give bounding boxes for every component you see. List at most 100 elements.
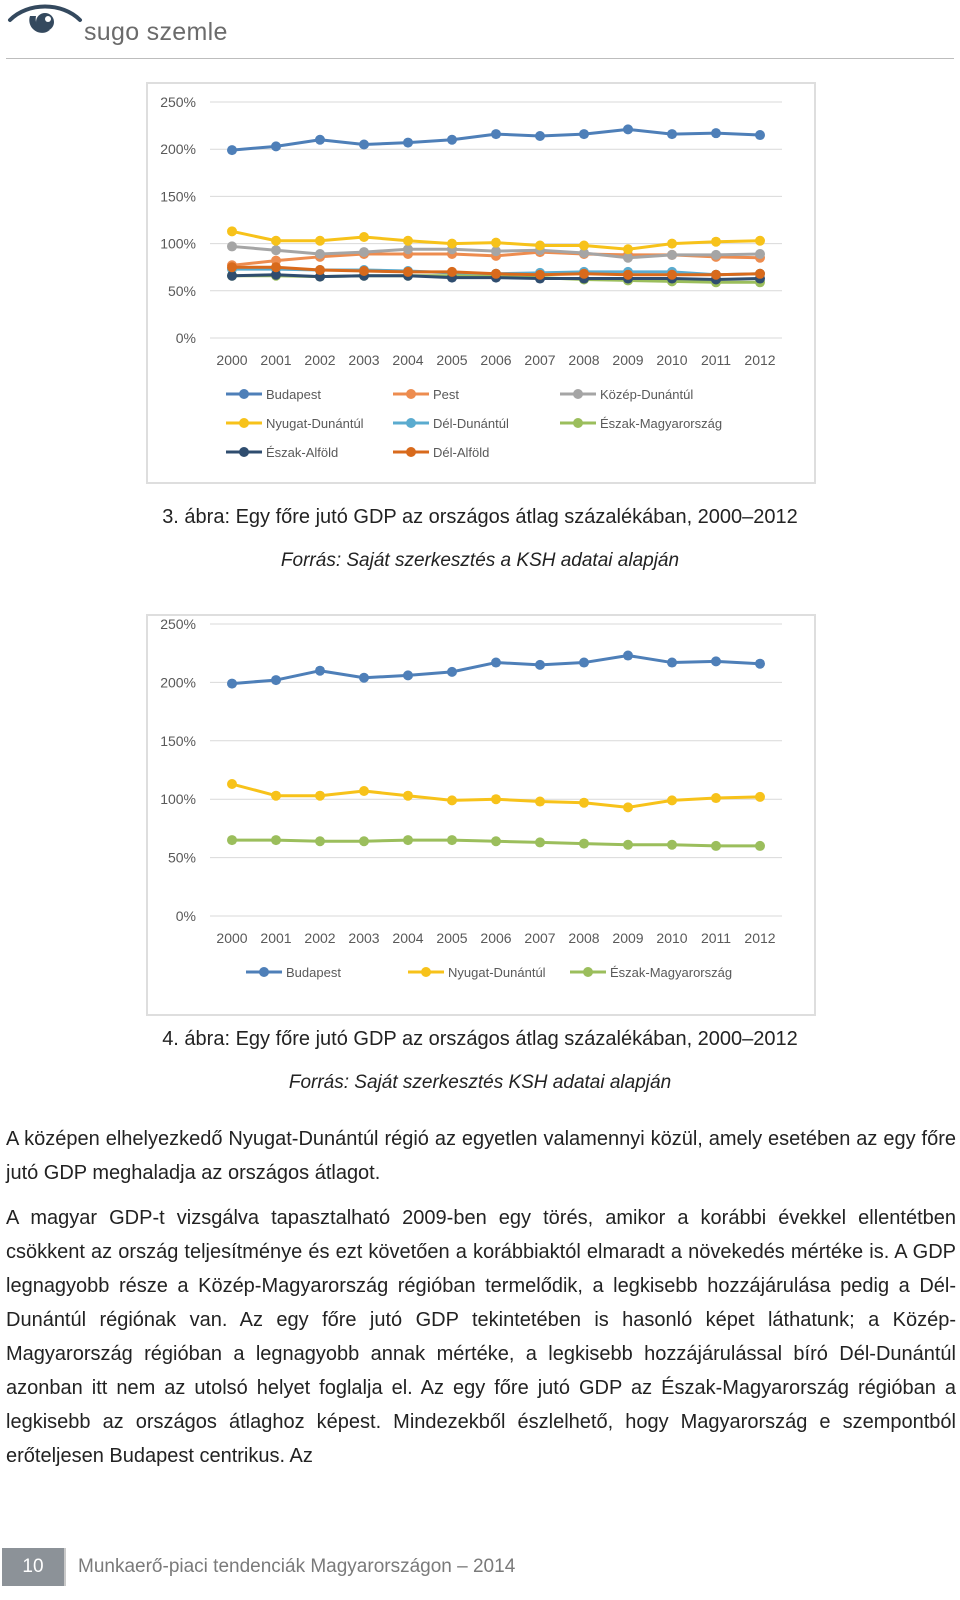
x-tick-label: 2001 <box>260 930 291 946</box>
data-point <box>755 248 765 259</box>
data-point <box>535 130 545 141</box>
legend-label: Észak-Magyarország <box>610 965 732 980</box>
y-tick-label: 150% <box>160 733 196 749</box>
data-point <box>315 235 325 246</box>
data-point <box>579 248 589 259</box>
y-tick-label: 0% <box>176 908 196 924</box>
data-point <box>315 265 325 276</box>
x-tick-label: 2011 <box>701 352 731 368</box>
data-point <box>271 141 281 152</box>
header-divider <box>6 58 954 59</box>
data-point <box>755 235 765 246</box>
x-tick-label: 2002 <box>304 930 335 946</box>
data-point <box>623 269 633 280</box>
eye-logo-icon <box>8 4 82 33</box>
data-point <box>623 124 633 135</box>
footer-title: Munkaerő-piaci tendenciák Magyarországon… <box>78 1556 516 1577</box>
data-point <box>623 839 633 850</box>
x-tick-label: 2004 <box>392 352 423 368</box>
data-point <box>755 130 765 141</box>
data-point <box>227 270 237 281</box>
x-tick-label: 2005 <box>436 930 467 946</box>
data-point <box>579 129 589 140</box>
data-point <box>315 665 325 676</box>
data-point <box>227 226 237 237</box>
data-point <box>711 236 721 247</box>
legend-label: Budapest <box>286 965 341 980</box>
legend-label: Észak-Alföld <box>266 445 338 460</box>
x-tick-label: 2008 <box>568 352 599 368</box>
data-point <box>315 836 325 847</box>
data-point <box>491 237 501 248</box>
data-point <box>667 269 677 280</box>
data-point <box>403 244 413 255</box>
y-tick-label: 250% <box>160 616 196 632</box>
legend-marker <box>239 447 249 457</box>
legend-marker <box>583 967 593 977</box>
data-point <box>711 656 721 667</box>
x-tick-label: 2003 <box>348 930 379 946</box>
data-point <box>623 244 633 255</box>
legend-marker <box>573 389 583 399</box>
data-point <box>403 835 413 846</box>
x-tick-label: 2009 <box>612 930 643 946</box>
data-point <box>403 670 413 681</box>
x-tick-label: 2000 <box>216 930 247 946</box>
x-tick-label: 2008 <box>568 930 599 946</box>
figure-3-chart: 0% 50% 100% 150% 200% 250% 2000 2001 2002 2003 200… <box>146 82 816 484</box>
x-tick-label: 2011 <box>701 930 731 946</box>
x-tick-label: 2001 <box>260 352 291 368</box>
x-tick-label: 2010 <box>656 352 687 368</box>
x-tick-label: 2000 <box>216 352 247 368</box>
y-tick-label: 150% <box>160 188 196 204</box>
body-paragraph-1: A középen elhelyezkedő Nyugat-Dunántúl r… <box>6 1128 956 1184</box>
figure-4-caption: 4. ábra: Egy főre jutó GDP az országos á… <box>162 1028 798 1050</box>
data-point <box>667 249 677 260</box>
data-point <box>359 231 369 242</box>
x-tick-label: 2012 <box>744 930 775 946</box>
legend-marker <box>421 967 431 977</box>
data-point <box>491 794 501 805</box>
y-tick-label: 200% <box>160 674 196 690</box>
data-point <box>711 840 721 851</box>
y-tick-label: 0% <box>176 330 196 346</box>
legend-label: Dél-Alföld <box>433 445 489 460</box>
data-point <box>755 268 765 279</box>
x-tick-label: 2004 <box>392 930 423 946</box>
y-tick-label: 50% <box>168 283 196 299</box>
page-number: 10 <box>2 1548 64 1586</box>
data-point <box>535 659 545 670</box>
legend-label: Dél-Dunántúl <box>433 416 509 431</box>
x-tick-label: 2010 <box>656 930 687 946</box>
data-point <box>711 269 721 280</box>
data-point <box>491 657 501 668</box>
figure-4-source: Forrás: Saját szerkesztés KSH adatai ala… <box>288 1072 672 1093</box>
page-header: sugo szemle <box>0 0 960 60</box>
data-point <box>227 241 237 252</box>
data-point <box>711 249 721 260</box>
x-tick-label: 2012 <box>744 352 775 368</box>
data-point <box>359 672 369 683</box>
data-point <box>755 791 765 802</box>
data-point <box>579 240 589 251</box>
data-point <box>711 128 721 139</box>
legend-marker <box>573 418 583 428</box>
data-point <box>271 675 281 686</box>
legend-label: Pest <box>433 387 459 402</box>
data-point <box>227 779 237 790</box>
y-tick-label: 100% <box>160 791 196 807</box>
data-point <box>491 836 501 847</box>
y-tick-label: 250% <box>160 94 196 110</box>
data-point <box>315 790 325 801</box>
data-point <box>535 837 545 848</box>
data-point <box>491 268 501 279</box>
data-point <box>491 246 501 257</box>
legend-label: Észak-Magyarország <box>600 416 722 431</box>
data-point <box>667 129 677 140</box>
legend-marker <box>259 967 269 977</box>
x-tick-label: 2005 <box>436 352 467 368</box>
logo-text: sugo szemle <box>84 18 228 46</box>
legend-label: Közép-Dunántúl <box>600 387 693 402</box>
data-point <box>271 835 281 846</box>
legend-marker <box>239 389 249 399</box>
